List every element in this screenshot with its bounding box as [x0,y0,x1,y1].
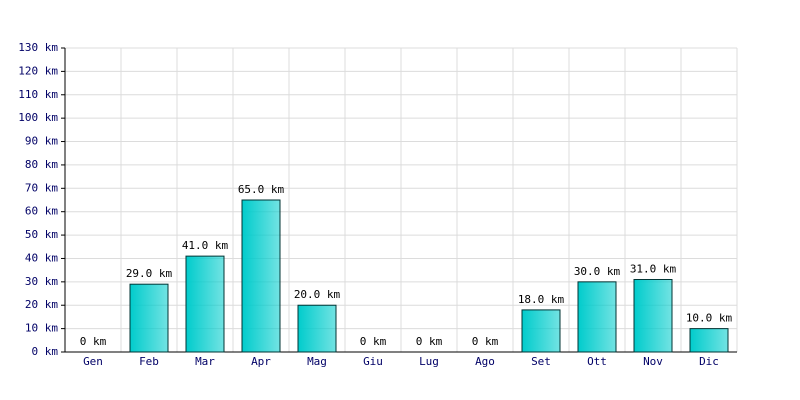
value-label: 30.0 km [574,265,621,278]
x-tick-label: Lug [419,355,439,368]
x-tick-label: Gen [83,355,103,368]
y-tick-label: 80 km [25,158,58,171]
value-label: 41.0 km [182,239,229,252]
y-tick-label: 130 km [18,41,58,54]
value-label: 0 km [80,335,107,348]
bar [577,281,617,353]
y-tick-label: 110 km [18,88,58,101]
bar [241,199,281,353]
x-tick-label: Ott [587,355,607,368]
value-label: 10.0 km [686,312,733,325]
y-tick-label: 10 km [25,322,58,335]
x-tick-label: Feb [139,355,159,368]
y-tick-label: 50 km [25,228,58,241]
x-tick-label: Apr [251,355,271,368]
value-label: 20.0 km [294,288,341,301]
bar [129,283,169,353]
x-tick-label: Set [531,355,551,368]
x-tick-label: Giu [363,355,383,368]
x-tick-label: Nov [643,355,663,368]
value-label: 0 km [472,335,499,348]
value-label: 0 km [416,335,443,348]
bar [633,279,673,353]
bar [185,255,225,353]
x-tick-label: Dic [699,355,719,368]
y-tick-label: 40 km [25,251,58,264]
bar [689,328,729,353]
y-tick-label: 60 km [25,205,58,218]
y-tick-label: 120 km [18,64,58,77]
value-label: 65.0 km [238,183,285,196]
x-tick-label: Ago [475,355,495,368]
x-tick-label: Mag [307,355,327,368]
y-tick-label: 100 km [18,111,58,124]
value-label: 18.0 km [518,293,565,306]
y-tick-label: 0 km [32,345,59,358]
value-label: 0 km [360,335,387,348]
value-label: 29.0 km [126,267,173,280]
bar [297,304,337,353]
y-tick-label: 20 km [25,298,58,311]
x-tick-label: Mar [195,355,215,368]
value-label: 31.0 km [630,263,677,276]
y-tick-label: 90 km [25,135,58,148]
bar [521,309,561,353]
y-tick-label: 70 km [25,181,58,194]
y-tick-label: 30 km [25,275,58,288]
